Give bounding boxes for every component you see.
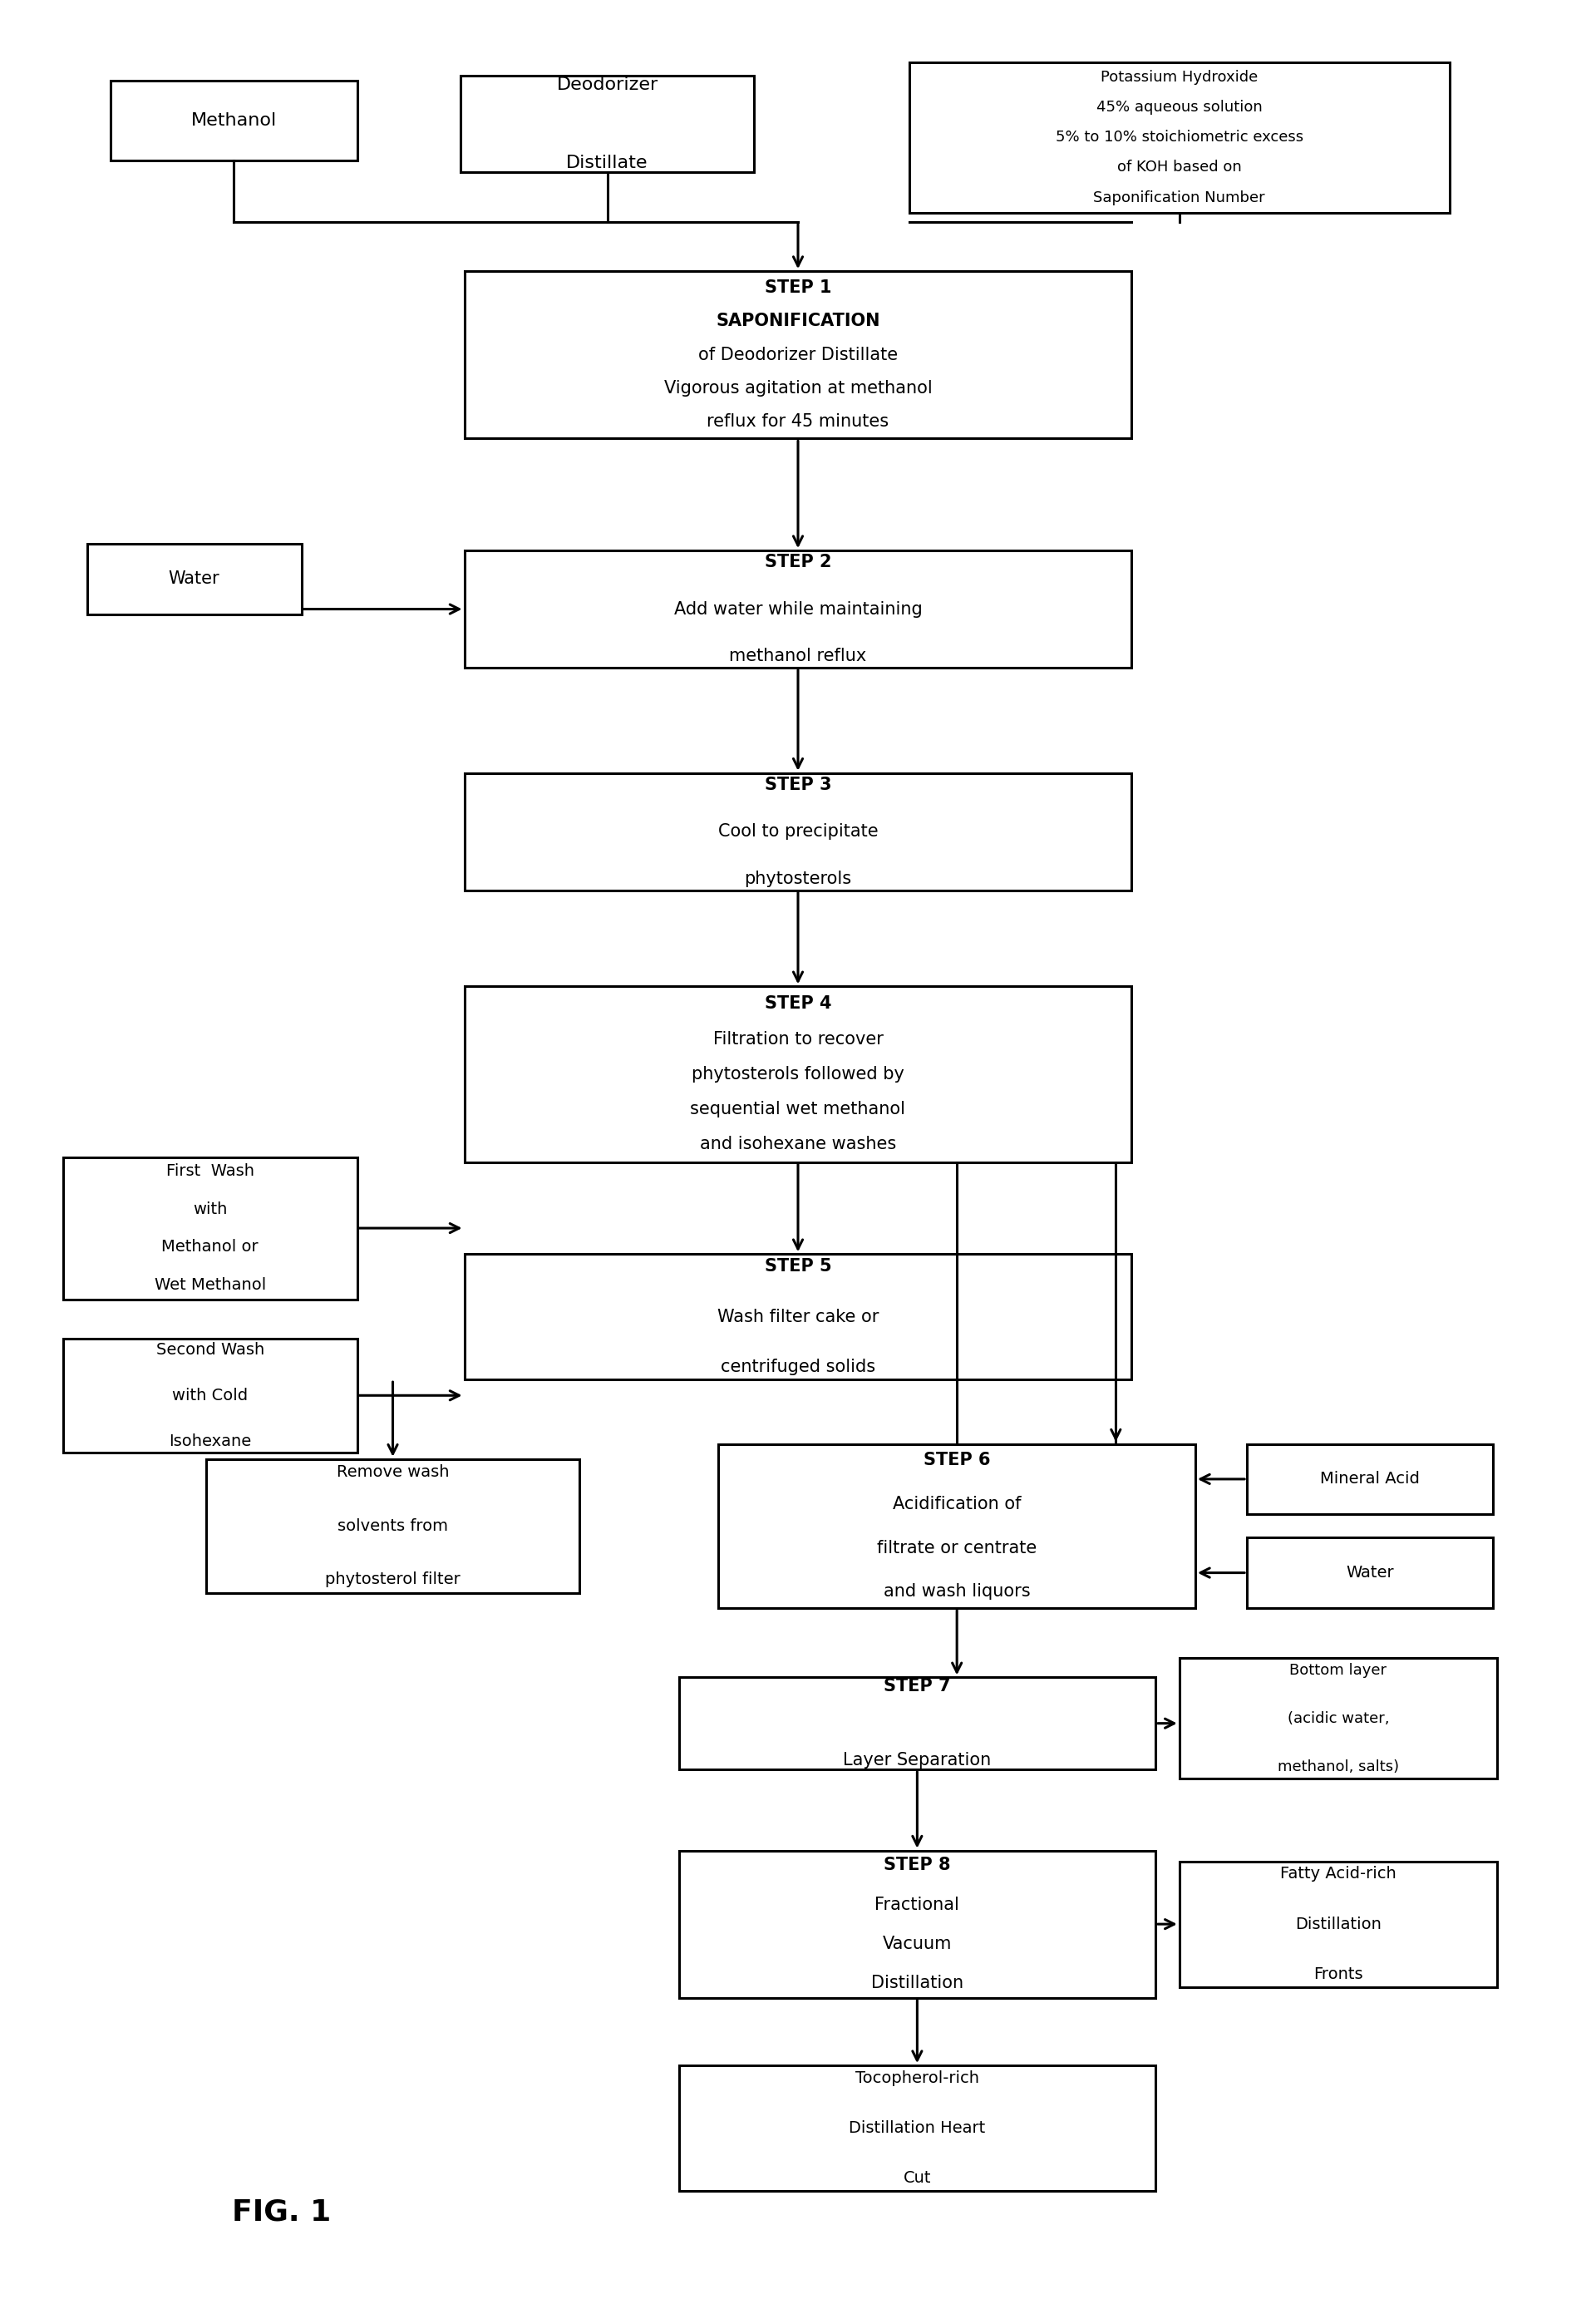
FancyBboxPatch shape xyxy=(110,80,358,161)
FancyBboxPatch shape xyxy=(464,271,1132,439)
Text: STEP 5: STEP 5 xyxy=(764,1258,832,1276)
Text: Distillation: Distillation xyxy=(1294,1917,1382,1931)
Text: centrifuged solids: centrifuged solids xyxy=(721,1359,875,1375)
FancyBboxPatch shape xyxy=(206,1460,579,1593)
Text: Tocopherol-rich: Tocopherol-rich xyxy=(855,2069,978,2085)
Text: Distillate: Distillate xyxy=(567,154,648,170)
FancyBboxPatch shape xyxy=(464,986,1132,1161)
FancyBboxPatch shape xyxy=(464,549,1132,667)
FancyBboxPatch shape xyxy=(910,62,1449,212)
Text: sequential wet methanol: sequential wet methanol xyxy=(691,1101,905,1117)
Text: phytosterols: phytosterols xyxy=(744,869,852,887)
Text: Wet Methanol: Wet Methanol xyxy=(155,1278,267,1292)
Text: Cool to precipitate: Cool to precipitate xyxy=(718,823,878,839)
Text: Fronts: Fronts xyxy=(1314,1966,1363,1982)
Text: Mineral Acid: Mineral Acid xyxy=(1320,1471,1420,1487)
Text: Acidification of: Acidification of xyxy=(892,1497,1021,1513)
Text: Second Wash: Second Wash xyxy=(156,1343,265,1359)
FancyBboxPatch shape xyxy=(1179,1862,1497,1986)
Text: reflux for 45 minutes: reflux for 45 minutes xyxy=(707,414,889,430)
Text: STEP 4: STEP 4 xyxy=(764,995,832,1012)
Text: Distillation Heart: Distillation Heart xyxy=(849,2120,985,2136)
Text: SAPONIFICATION: SAPONIFICATION xyxy=(717,313,879,329)
FancyBboxPatch shape xyxy=(1179,1658,1497,1779)
Text: STEP 6: STEP 6 xyxy=(924,1453,991,1469)
Text: Layer Separation: Layer Separation xyxy=(843,1752,991,1768)
Text: STEP 1: STEP 1 xyxy=(764,280,832,297)
Text: (acidic water,: (acidic water, xyxy=(1288,1710,1389,1727)
Text: Isohexane: Isohexane xyxy=(169,1432,251,1448)
FancyBboxPatch shape xyxy=(86,545,302,614)
Text: Methanol: Methanol xyxy=(192,113,276,129)
Text: solvents from: solvents from xyxy=(337,1517,448,1533)
Text: and wash liquors: and wash liquors xyxy=(884,1584,1031,1600)
Text: phytosterol filter: phytosterol filter xyxy=(326,1573,460,1586)
Text: Vacuum: Vacuum xyxy=(883,1936,951,1952)
Text: Distillation: Distillation xyxy=(871,1975,964,1991)
Text: Remove wash: Remove wash xyxy=(337,1464,448,1481)
FancyBboxPatch shape xyxy=(1246,1444,1494,1515)
Text: with: with xyxy=(193,1202,227,1216)
Text: Vigorous agitation at methanol: Vigorous agitation at methanol xyxy=(664,379,932,398)
Text: Bottom layer: Bottom layer xyxy=(1290,1662,1387,1678)
Text: Fatty Acid-rich: Fatty Acid-rich xyxy=(1280,1867,1396,1883)
Text: Water: Water xyxy=(1345,1566,1393,1582)
FancyBboxPatch shape xyxy=(464,1253,1132,1379)
Text: First  Wash: First Wash xyxy=(166,1163,254,1179)
Text: Add water while maintaining: Add water while maintaining xyxy=(674,600,922,618)
Text: and isohexane washes: and isohexane washes xyxy=(699,1136,897,1152)
Text: FIG. 1: FIG. 1 xyxy=(231,2198,330,2225)
Text: filtrate or centrate: filtrate or centrate xyxy=(878,1540,1037,1556)
Text: Filtration to recover: Filtration to recover xyxy=(713,1030,883,1048)
Text: Deodorizer: Deodorizer xyxy=(557,76,658,94)
Text: STEP 2: STEP 2 xyxy=(764,554,832,570)
FancyBboxPatch shape xyxy=(64,1156,358,1299)
Text: 45% aqueous solution: 45% aqueous solution xyxy=(1096,99,1262,115)
Text: of KOH based on: of KOH based on xyxy=(1117,161,1242,175)
Text: 5% to 10% stoichiometric excess: 5% to 10% stoichiometric excess xyxy=(1055,129,1304,145)
Text: Fractional: Fractional xyxy=(875,1897,959,1913)
Text: of Deodorizer Distillate: of Deodorizer Distillate xyxy=(697,347,899,363)
Text: Methanol or: Methanol or xyxy=(161,1239,259,1255)
FancyBboxPatch shape xyxy=(678,1678,1156,1770)
Text: methanol reflux: methanol reflux xyxy=(729,648,867,664)
FancyBboxPatch shape xyxy=(464,772,1132,890)
Text: STEP 3: STEP 3 xyxy=(764,777,832,793)
Text: Wash filter cake or: Wash filter cake or xyxy=(717,1308,879,1324)
FancyBboxPatch shape xyxy=(64,1338,358,1453)
Text: Water: Water xyxy=(169,570,220,586)
FancyBboxPatch shape xyxy=(678,2065,1156,2191)
Text: Saponification Number: Saponification Number xyxy=(1093,191,1266,205)
Text: phytosterols followed by: phytosterols followed by xyxy=(691,1067,905,1083)
FancyBboxPatch shape xyxy=(718,1444,1195,1607)
Text: methanol, salts): methanol, salts) xyxy=(1277,1759,1400,1775)
Text: STEP 8: STEP 8 xyxy=(884,1858,951,1874)
FancyBboxPatch shape xyxy=(460,76,755,172)
Text: STEP 7: STEP 7 xyxy=(884,1678,951,1694)
Text: with Cold: with Cold xyxy=(172,1389,247,1402)
FancyBboxPatch shape xyxy=(678,1851,1156,1998)
Text: Potassium Hydroxide: Potassium Hydroxide xyxy=(1101,69,1258,85)
FancyBboxPatch shape xyxy=(1246,1538,1494,1607)
Text: Cut: Cut xyxy=(903,2170,930,2186)
